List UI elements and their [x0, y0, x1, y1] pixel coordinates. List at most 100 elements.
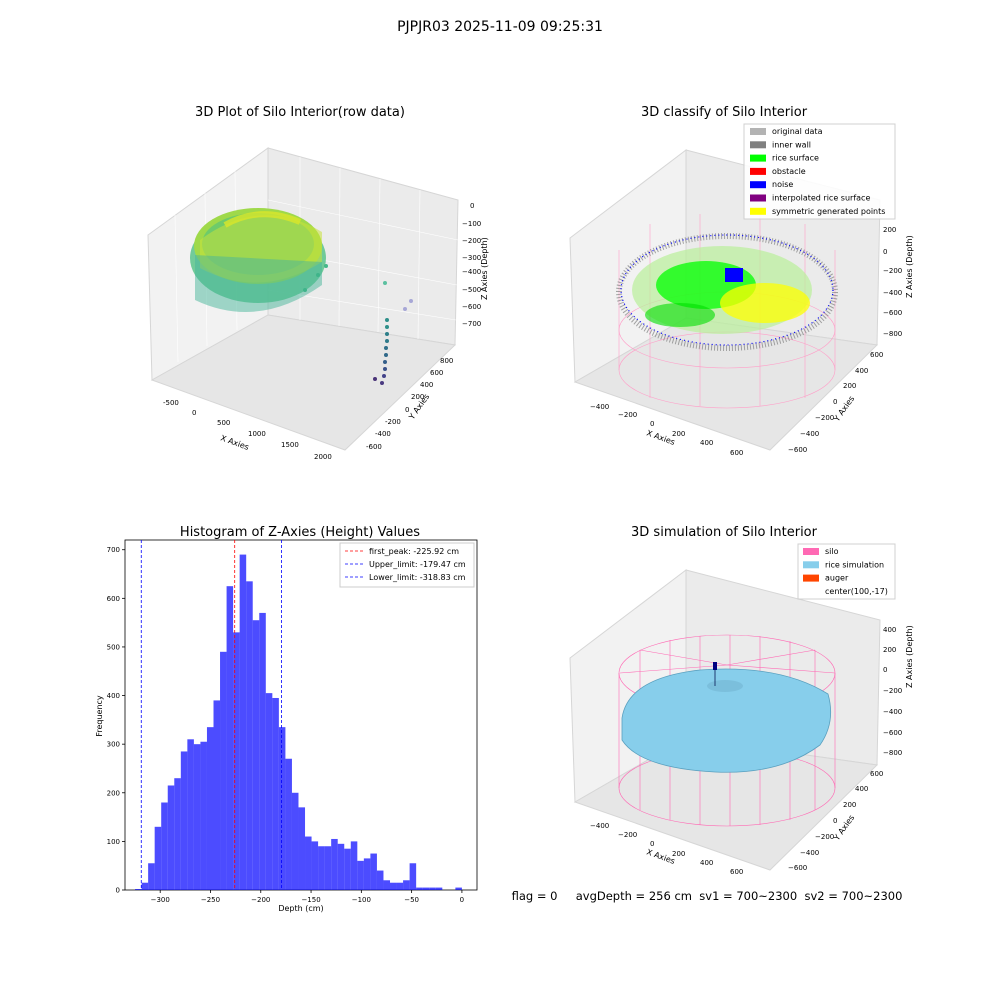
- classify-ztick: −600: [883, 309, 902, 317]
- raw-ztick: −100: [462, 220, 481, 228]
- classify-legend-label: inner wall: [772, 140, 811, 149]
- hist-legend-items: first_peak: -225.92 cm Upper_limit: -179.…: [345, 547, 466, 582]
- raw-ztick: −300: [462, 254, 481, 262]
- raw-ztick: −200: [462, 237, 481, 245]
- hist-bar: [416, 887, 423, 890]
- sim-rice-surface: [621, 668, 832, 773]
- classify-xtick: 0: [650, 420, 654, 428]
- hist-bar: [233, 632, 240, 890]
- sim-ytick: 400: [855, 785, 868, 793]
- hist-bar: [298, 807, 306, 890]
- hist-bar: [376, 870, 384, 890]
- raw-ytick: -200: [385, 418, 401, 426]
- hist-bar: [291, 792, 299, 890]
- raw-ytick: 800: [440, 357, 453, 365]
- hist-ytick-label: 300: [107, 741, 120, 749]
- classify-legend-label: original data: [772, 127, 823, 136]
- hist-legend-label: Upper_limit: -179.47 cm: [369, 560, 466, 569]
- hist-bar: [272, 697, 279, 890]
- raw-ztick: −700: [462, 320, 481, 328]
- panel-classify-title: 3D classify of Silo Interior: [641, 105, 808, 120]
- hist-xtick-label: −200: [251, 896, 270, 904]
- sim-xtick: −400: [590, 822, 609, 830]
- raw-x-ticks: -500 0 500 1000 1500 2000: [163, 399, 332, 461]
- sim-xtick: −200: [618, 831, 637, 839]
- hist-bar: [285, 758, 292, 890]
- hist-bar: [344, 848, 351, 890]
- classify-x-ticks: −400 −200 0 200 400 600: [590, 403, 743, 457]
- panel-sim-title: 3D simulation of Silo Interior: [631, 525, 818, 540]
- hist-bar: [246, 581, 253, 890]
- hist-bar: [331, 838, 338, 890]
- hist-bar: [135, 889, 142, 890]
- classify-ztick: 0: [883, 248, 887, 256]
- hist-bar: [318, 846, 325, 890]
- classify-legend: original data inner wall rice surface obsta…: [743, 123, 896, 220]
- hist-x-ticks: −300 −250 −200 −150 −100 −50 0: [151, 890, 464, 904]
- raw-ztick: 0: [470, 202, 474, 210]
- sim-z-ticks: 400 200 0 −200 −400 −600 −800: [883, 626, 902, 757]
- classify-legend-swatch: [750, 128, 766, 135]
- hist-bar: [350, 841, 358, 890]
- raw-xtick: 0: [192, 409, 196, 417]
- classify-ztick: −200: [883, 267, 902, 275]
- raw-xtick: 2000: [314, 453, 332, 461]
- sim-auger-marker: [713, 662, 717, 670]
- classify-floor-pane: [573, 317, 879, 451]
- classify-ytick: 200: [843, 382, 856, 390]
- hist-title: Histogram of Z-Axies (Height) Values: [180, 525, 420, 540]
- hist-bar: [200, 741, 207, 890]
- classify-xtick: 600: [730, 449, 743, 457]
- hist-bar: [409, 863, 417, 890]
- classify-point-cloud: [616, 233, 838, 351]
- classify-ztick: −800: [883, 330, 902, 338]
- classify-xtick: −400: [590, 403, 609, 411]
- hist-bar: [337, 843, 345, 890]
- raw-floor-pane: [150, 314, 457, 451]
- hist-bar: [174, 778, 181, 890]
- hist-ytick-label: 0: [116, 887, 120, 895]
- hist-xtick-label: −100: [352, 896, 371, 904]
- hist-bar: [167, 785, 175, 890]
- sim-ytick: 0: [833, 817, 837, 825]
- raw-ytick: 0: [405, 406, 409, 414]
- classify-legend-swatch: [750, 181, 766, 189]
- sim-zlabel: Z Axies (Depth): [905, 625, 914, 688]
- hist-xtick-label: −150: [301, 896, 320, 904]
- classify-xtick: 200: [672, 430, 685, 438]
- classify-legend-box: [743, 123, 896, 220]
- raw-axes-panes: [147, 147, 459, 451]
- sim-xtick: 600: [730, 868, 743, 876]
- hist-ref-lines: [140, 540, 282, 890]
- sim-ytick: 200: [843, 801, 856, 809]
- raw-ytick: 200: [411, 393, 424, 401]
- raw-ztick: −600: [462, 303, 481, 311]
- hist-bar: [429, 887, 436, 890]
- hist-bar: [154, 826, 162, 890]
- sim-legend-swatch: [803, 561, 819, 569]
- raw-xtick: 500: [217, 419, 230, 427]
- sim-ytick: 600: [870, 770, 883, 778]
- hist-bar: [213, 700, 221, 890]
- sim-ytick: −200: [815, 833, 834, 841]
- hist-bar: [324, 846, 332, 890]
- hist-ytick-label: 100: [107, 838, 120, 846]
- sim-legend-items: silo rice simulation auger center(100,-17): [803, 547, 888, 596]
- hist-bar: [396, 882, 404, 890]
- classify-legend-swatch: [750, 207, 766, 215]
- hist-legend-label: first_peak: -225.92 cm: [369, 547, 459, 556]
- classify-ztick: −400: [883, 289, 902, 297]
- hist-bars: [135, 554, 462, 890]
- panel-histogram: Histogram of Z-Axies (Height) Values −30…: [95, 525, 478, 913]
- sim-legend-label: silo: [825, 547, 839, 556]
- raw-xtick: 1500: [281, 441, 299, 449]
- hist-bar: [435, 887, 443, 890]
- classify-ytick: −200: [815, 414, 834, 422]
- hist-bar: [278, 727, 286, 890]
- hist-bar: [383, 880, 391, 890]
- classify-ytick: −600: [788, 446, 807, 454]
- hist-xtick-label: −250: [201, 896, 220, 904]
- raw-xlabel: X Axies: [219, 433, 250, 452]
- hist-bar: [390, 882, 397, 890]
- hist-y-ticks: 0 100 200 300 400 500 600 700: [107, 546, 125, 895]
